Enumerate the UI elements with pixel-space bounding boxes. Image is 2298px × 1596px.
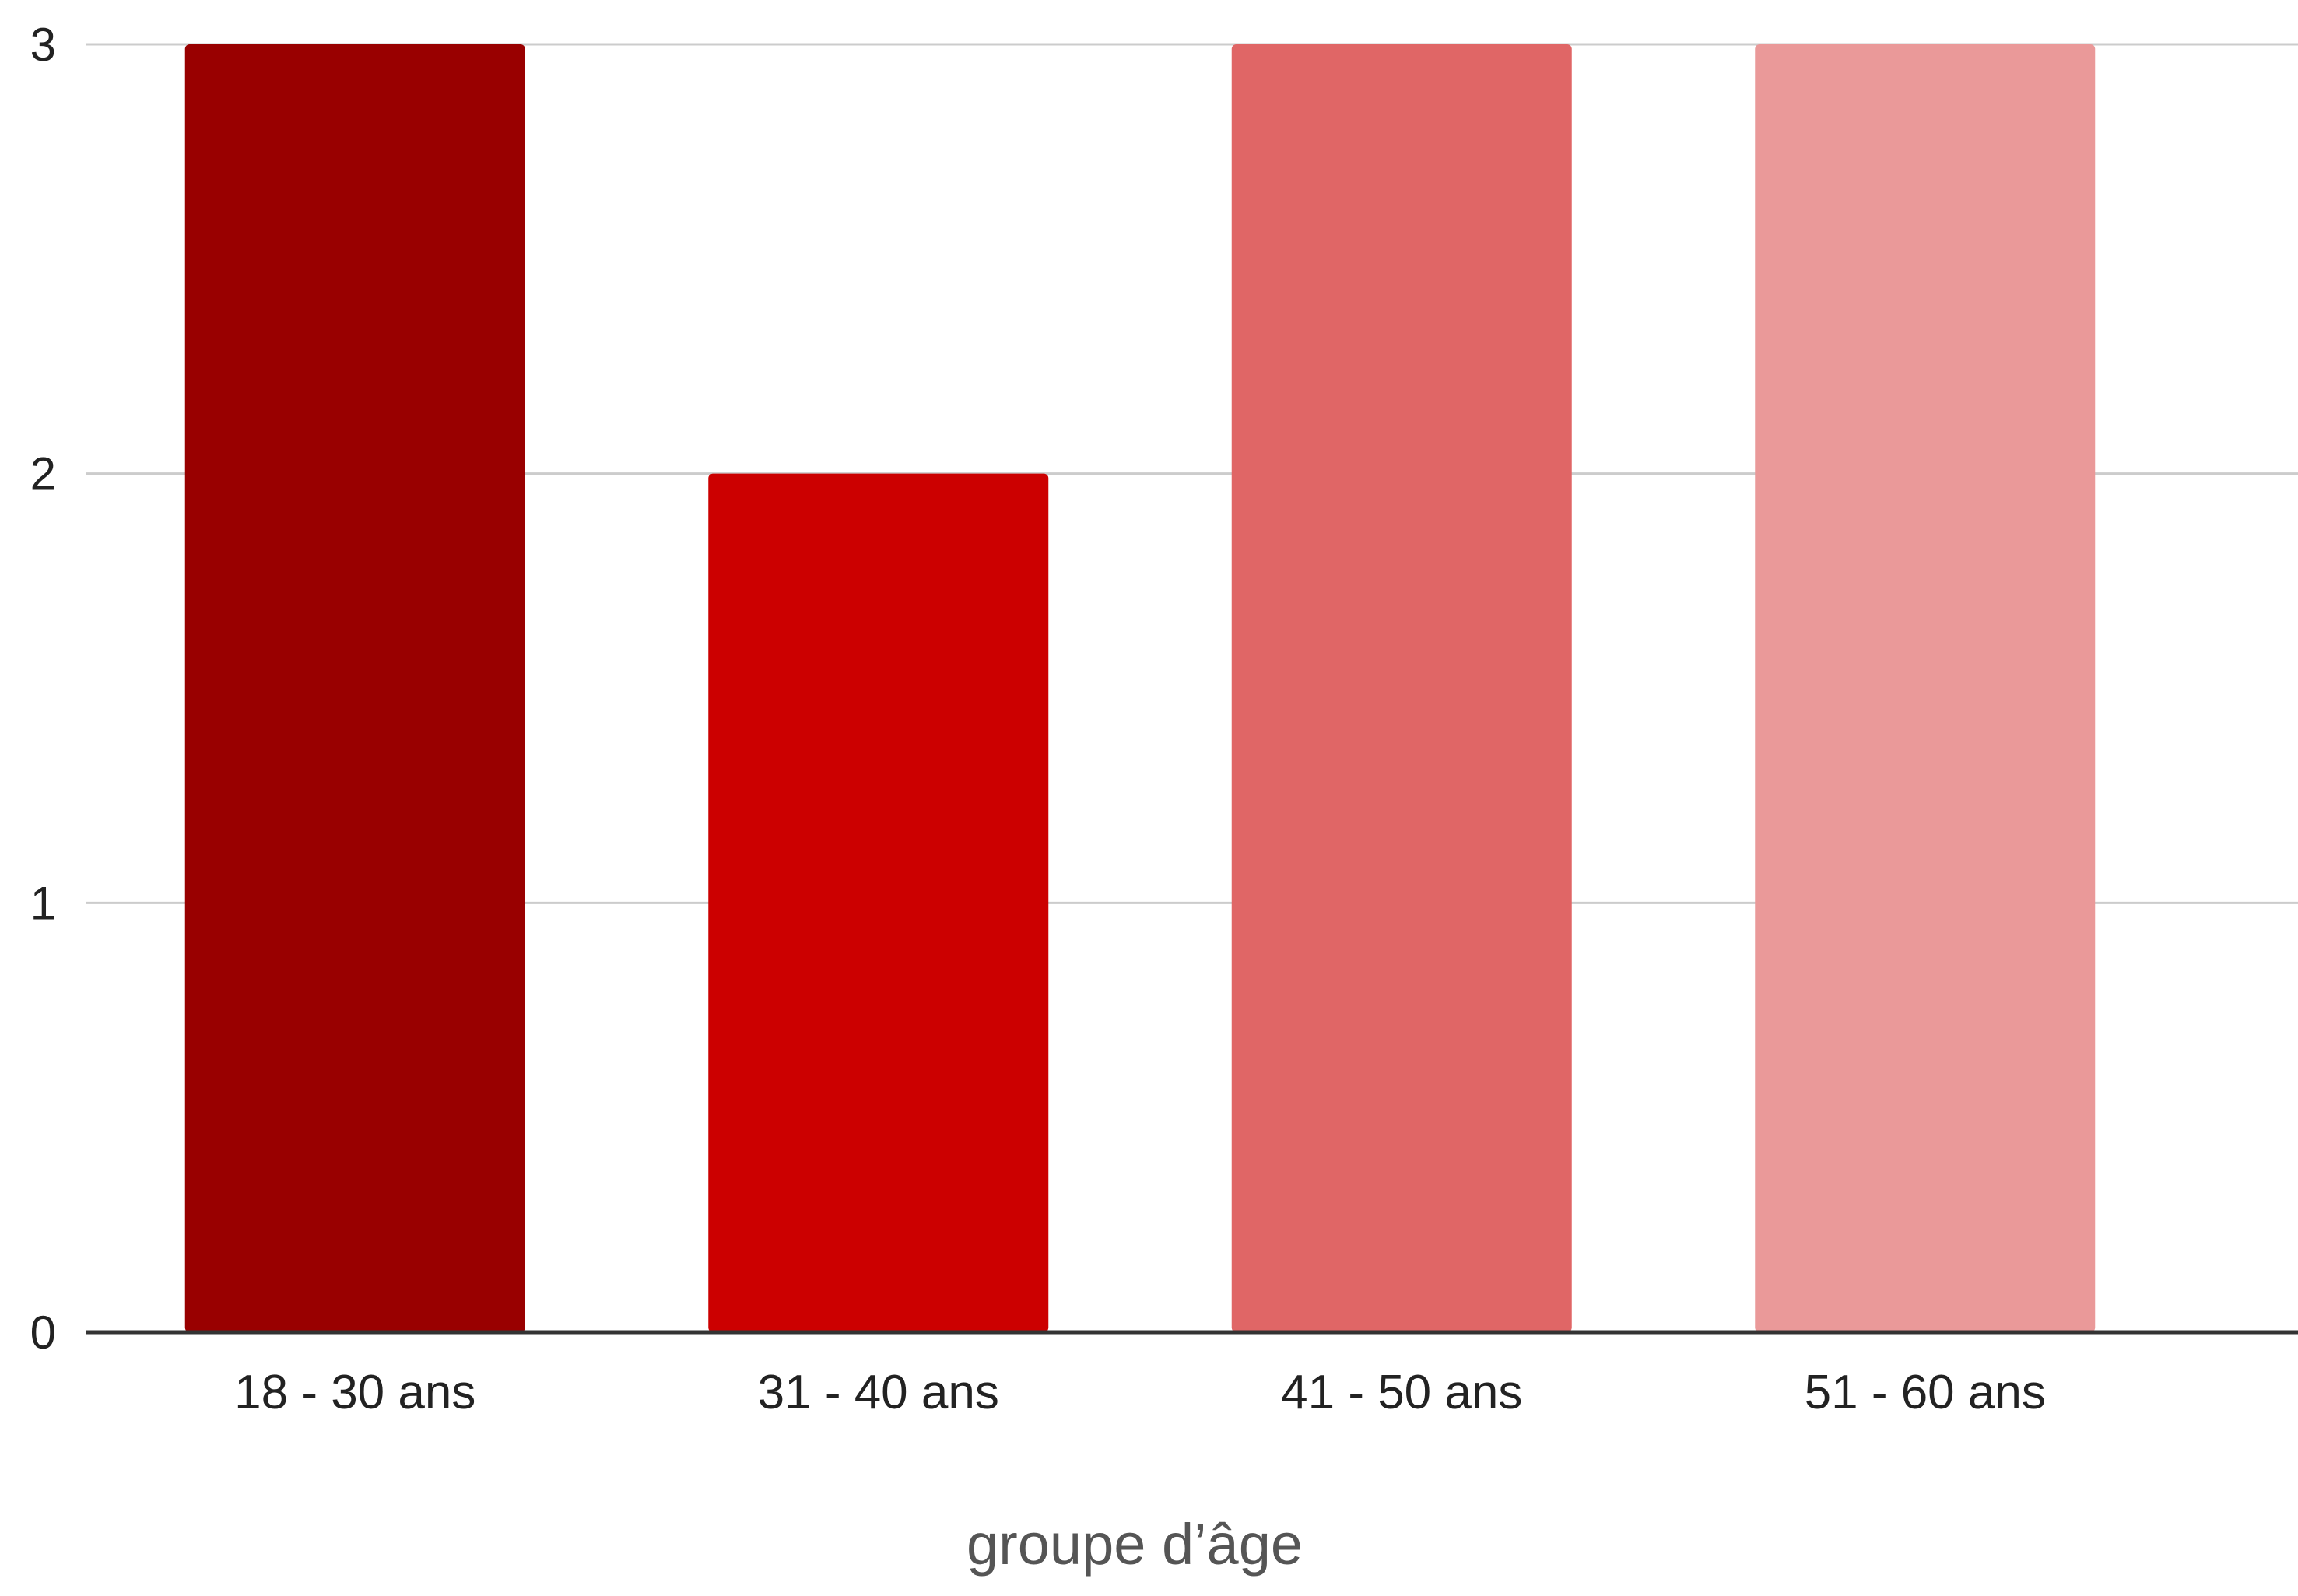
bars bbox=[184, 44, 2096, 1332]
x-tick-label-31-40ans: 31 - 40 ans bbox=[758, 1366, 999, 1419]
x-axis-tick-labels: 18 - 30 ans 31 - 40 ans 41 - 50 ans 51 - 60… bbox=[234, 1366, 2046, 1419]
y-axis-tick-labels: 0 1 2 3 bbox=[30, 19, 56, 1359]
y-tick-label-2: 2 bbox=[30, 448, 56, 500]
bar-18-30ans bbox=[184, 44, 525, 1332]
y-tick-label-0: 0 bbox=[30, 1307, 56, 1359]
bar-31-40ans bbox=[708, 473, 1049, 1332]
bar-41-50ans bbox=[1231, 44, 1572, 1332]
bar-51-60ans bbox=[1755, 44, 2096, 1332]
x-axis-title: groupe d’âge bbox=[967, 1512, 1303, 1577]
y-tick-label-3: 3 bbox=[30, 19, 56, 71]
x-tick-label-51-60ans: 51 - 60 ans bbox=[1805, 1366, 2046, 1419]
y-tick-label-1: 1 bbox=[30, 877, 56, 929]
x-tick-label-18-30ans: 18 - 30 ans bbox=[234, 1366, 475, 1419]
x-tick-label-41-50ans: 41 - 50 ans bbox=[1281, 1366, 1522, 1419]
